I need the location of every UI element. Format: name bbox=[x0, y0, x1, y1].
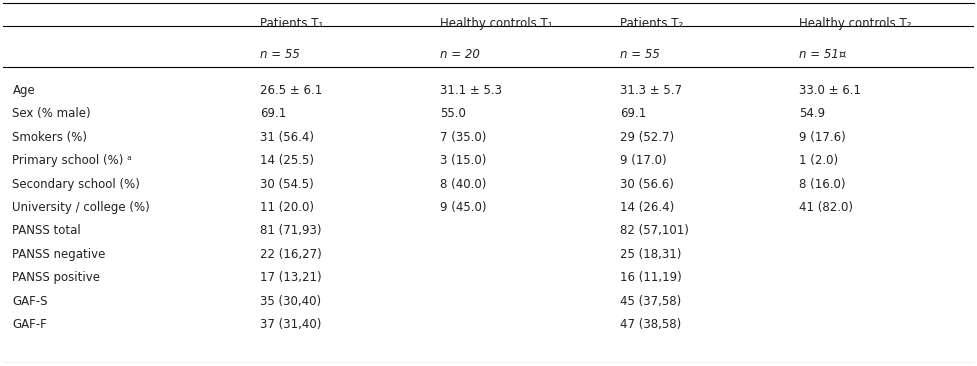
Text: 26.5 ± 6.1: 26.5 ± 6.1 bbox=[260, 84, 322, 97]
Text: 14 (25.5): 14 (25.5) bbox=[260, 154, 315, 167]
Text: 16 (11,19): 16 (11,19) bbox=[619, 271, 681, 284]
Text: Primary school (%) ᵃ: Primary school (%) ᵃ bbox=[13, 154, 132, 167]
Text: PANSS positive: PANSS positive bbox=[13, 271, 101, 284]
Text: 7 (35.0): 7 (35.0) bbox=[440, 131, 487, 144]
Text: University / college (%): University / college (%) bbox=[13, 201, 150, 214]
Text: 3 (15.0): 3 (15.0) bbox=[440, 154, 487, 167]
Text: 1 (2.0): 1 (2.0) bbox=[799, 154, 838, 167]
Text: 30 (54.5): 30 (54.5) bbox=[260, 178, 314, 191]
Text: 69.1: 69.1 bbox=[619, 107, 646, 120]
Text: 29 (52.7): 29 (52.7) bbox=[619, 131, 674, 144]
Text: Age: Age bbox=[13, 84, 35, 97]
Text: Healthy controls T₁: Healthy controls T₁ bbox=[440, 17, 553, 30]
Text: 31 (56.4): 31 (56.4) bbox=[260, 131, 315, 144]
Text: Smokers (%): Smokers (%) bbox=[13, 131, 88, 144]
Text: 9 (17.0): 9 (17.0) bbox=[619, 154, 666, 167]
Text: 35 (30,40): 35 (30,40) bbox=[260, 295, 321, 308]
Text: GAF-S: GAF-S bbox=[13, 295, 48, 308]
Text: 55.0: 55.0 bbox=[440, 107, 466, 120]
Text: 54.9: 54.9 bbox=[799, 107, 826, 120]
Text: 8 (16.0): 8 (16.0) bbox=[799, 178, 846, 191]
Text: 37 (31,40): 37 (31,40) bbox=[260, 318, 321, 331]
Text: 31.3 ± 5.7: 31.3 ± 5.7 bbox=[619, 84, 682, 97]
Text: Patients T₁: Patients T₁ bbox=[260, 17, 323, 30]
Text: 17 (13,21): 17 (13,21) bbox=[260, 271, 321, 284]
Text: 45 (37,58): 45 (37,58) bbox=[619, 295, 681, 308]
Text: n = 55: n = 55 bbox=[619, 48, 659, 61]
Text: 47 (38,58): 47 (38,58) bbox=[619, 318, 681, 331]
Text: 9 (45.0): 9 (45.0) bbox=[440, 201, 487, 214]
Text: 30 (56.6): 30 (56.6) bbox=[619, 178, 673, 191]
Text: Healthy controls T₂: Healthy controls T₂ bbox=[799, 17, 912, 30]
Text: 14 (26.4): 14 (26.4) bbox=[619, 201, 674, 214]
Text: Secondary school (%): Secondary school (%) bbox=[13, 178, 141, 191]
Text: n = 51¤: n = 51¤ bbox=[799, 48, 847, 61]
Text: 81 (71,93): 81 (71,93) bbox=[260, 224, 321, 238]
Text: 31.1 ± 5.3: 31.1 ± 5.3 bbox=[440, 84, 502, 97]
Text: 82 (57,101): 82 (57,101) bbox=[619, 224, 689, 238]
Text: n = 55: n = 55 bbox=[260, 48, 300, 61]
Text: 69.1: 69.1 bbox=[260, 107, 286, 120]
Text: 11 (20.0): 11 (20.0) bbox=[260, 201, 315, 214]
Text: GAF-F: GAF-F bbox=[13, 318, 47, 331]
Text: 8 (40.0): 8 (40.0) bbox=[440, 178, 487, 191]
Text: Patients T₂: Patients T₂ bbox=[619, 17, 683, 30]
Text: n = 20: n = 20 bbox=[440, 48, 480, 61]
Text: Sex (% male): Sex (% male) bbox=[13, 107, 91, 120]
Text: 25 (18,31): 25 (18,31) bbox=[619, 248, 681, 261]
Text: 22 (16,27): 22 (16,27) bbox=[260, 248, 322, 261]
Text: PANSS total: PANSS total bbox=[13, 224, 81, 238]
Text: PANSS negative: PANSS negative bbox=[13, 248, 106, 261]
Text: 9 (17.6): 9 (17.6) bbox=[799, 131, 846, 144]
Text: 33.0 ± 6.1: 33.0 ± 6.1 bbox=[799, 84, 862, 97]
Text: 41 (82.0): 41 (82.0) bbox=[799, 201, 853, 214]
